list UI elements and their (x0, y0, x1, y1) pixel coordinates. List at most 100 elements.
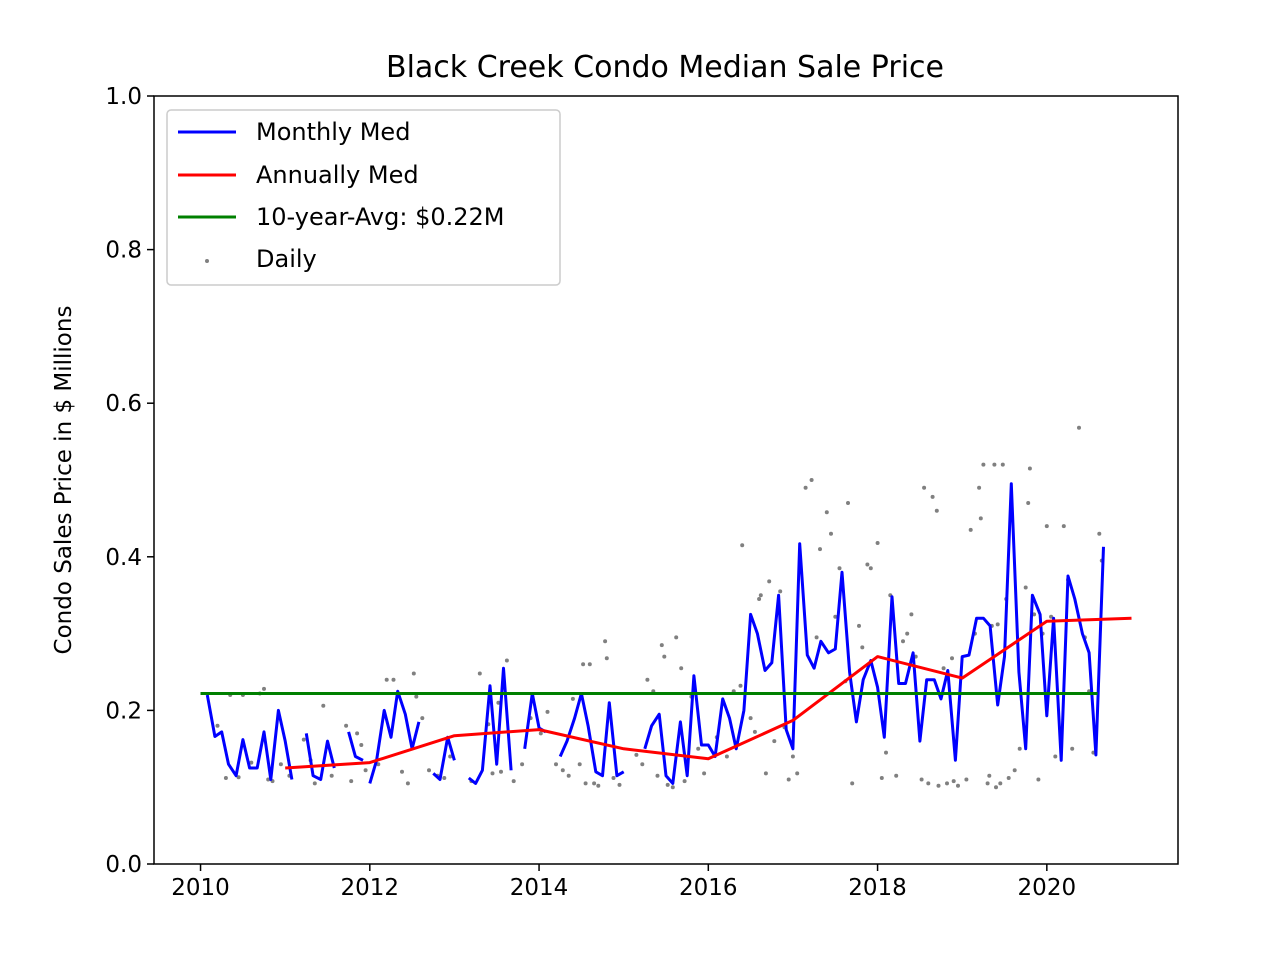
daily-point (968, 527, 973, 532)
daily-point (945, 781, 949, 786)
daily-point (355, 731, 360, 736)
daily-point (329, 773, 334, 778)
daily-point (879, 776, 884, 780)
daily-point (998, 781, 1003, 786)
daily-point (583, 781, 588, 786)
daily-point (670, 785, 675, 790)
monthly-median-line (558, 692, 625, 778)
daily-point (391, 677, 396, 682)
daily-point (312, 781, 317, 786)
daily-point (679, 666, 684, 671)
daily-point (738, 683, 743, 688)
plot-frame (153, 95, 1179, 865)
daily-point (772, 739, 777, 744)
x-axis: 2010 2012 2014 2016 2018 2020 (171, 864, 1076, 901)
daily-point (655, 773, 660, 778)
daily-point (236, 775, 241, 780)
daily-point (545, 709, 550, 714)
daily-point (814, 635, 819, 640)
monthly-median-line (432, 735, 456, 781)
monthly-median-line (347, 731, 364, 762)
x-tick-label: 2014 (510, 875, 569, 901)
daily-point (833, 614, 838, 619)
daily-point (611, 776, 616, 780)
daily-point (757, 597, 762, 601)
daily-point (278, 762, 283, 767)
y-tick-label: 0.8 (105, 238, 142, 264)
daily-point (850, 781, 855, 786)
daily-point (981, 462, 986, 467)
daily-point (1026, 501, 1031, 505)
daily-point (919, 777, 924, 782)
daily-point (1036, 777, 1041, 782)
daily-point (846, 501, 850, 505)
daily-point (702, 771, 707, 776)
daily-point (359, 743, 364, 747)
daily-point (249, 760, 254, 765)
monthly-median-line (304, 733, 336, 781)
daily-point (909, 612, 914, 617)
daily-point (778, 589, 783, 594)
daily-point (884, 750, 888, 755)
daily-point (490, 771, 495, 776)
daily-point (758, 593, 763, 598)
x-tick-label: 2018 (848, 875, 907, 901)
daily-point (504, 658, 509, 663)
x-tick-label: 2010 (171, 875, 230, 901)
daily-point (634, 752, 639, 757)
daily-point (645, 677, 650, 682)
daily-point (566, 773, 571, 778)
daily-point (977, 485, 982, 490)
daily-point (936, 783, 941, 788)
daily-point (865, 562, 870, 567)
daily-point (349, 779, 354, 784)
daily-point (617, 782, 622, 787)
daily-point (1027, 466, 1032, 471)
daily-point (790, 754, 795, 759)
daily-point (951, 779, 956, 784)
daily-point (1053, 754, 1058, 759)
daily-point (987, 773, 992, 778)
daily-point (995, 622, 1000, 627)
daily-point (868, 566, 873, 571)
legend-entry-label: Monthly Med (256, 118, 410, 146)
x-tick-label: 2012 (341, 875, 400, 901)
daily-point (262, 686, 266, 691)
daily-point (824, 510, 829, 515)
daily-point (992, 462, 997, 467)
y-tick-label: 0.6 (105, 391, 142, 417)
daily-point (1097, 531, 1102, 536)
daily-point (420, 716, 425, 721)
monthly-median-line (643, 482, 1105, 785)
daily-point (994, 785, 998, 790)
daily-point (603, 639, 608, 644)
daily-point (1006, 776, 1011, 780)
daily-point (587, 662, 592, 667)
daily-point (414, 694, 419, 699)
daily-point (301, 737, 306, 742)
daily-point (223, 776, 228, 780)
daily-point (809, 478, 814, 482)
daily-point (581, 662, 586, 667)
daily-point (215, 723, 220, 728)
monthly-median-line (467, 666, 513, 785)
daily-point (1023, 585, 1028, 590)
daily-point (956, 783, 960, 788)
daily-point (752, 729, 757, 734)
daily-point (767, 579, 772, 584)
daily-point (1070, 746, 1075, 751)
daily-point (934, 508, 939, 513)
y-tick-label: 0.0 (105, 852, 142, 878)
daily-point (724, 754, 729, 759)
daily-point (411, 671, 416, 676)
daily-point (837, 566, 842, 571)
daily-point (875, 541, 880, 545)
daily-point (384, 677, 389, 682)
daily-point (860, 645, 865, 650)
daily-point (1044, 524, 1049, 529)
daily-point (950, 656, 954, 661)
daily-point (857, 623, 861, 628)
daily-point (829, 531, 833, 536)
daily-point (818, 547, 822, 552)
